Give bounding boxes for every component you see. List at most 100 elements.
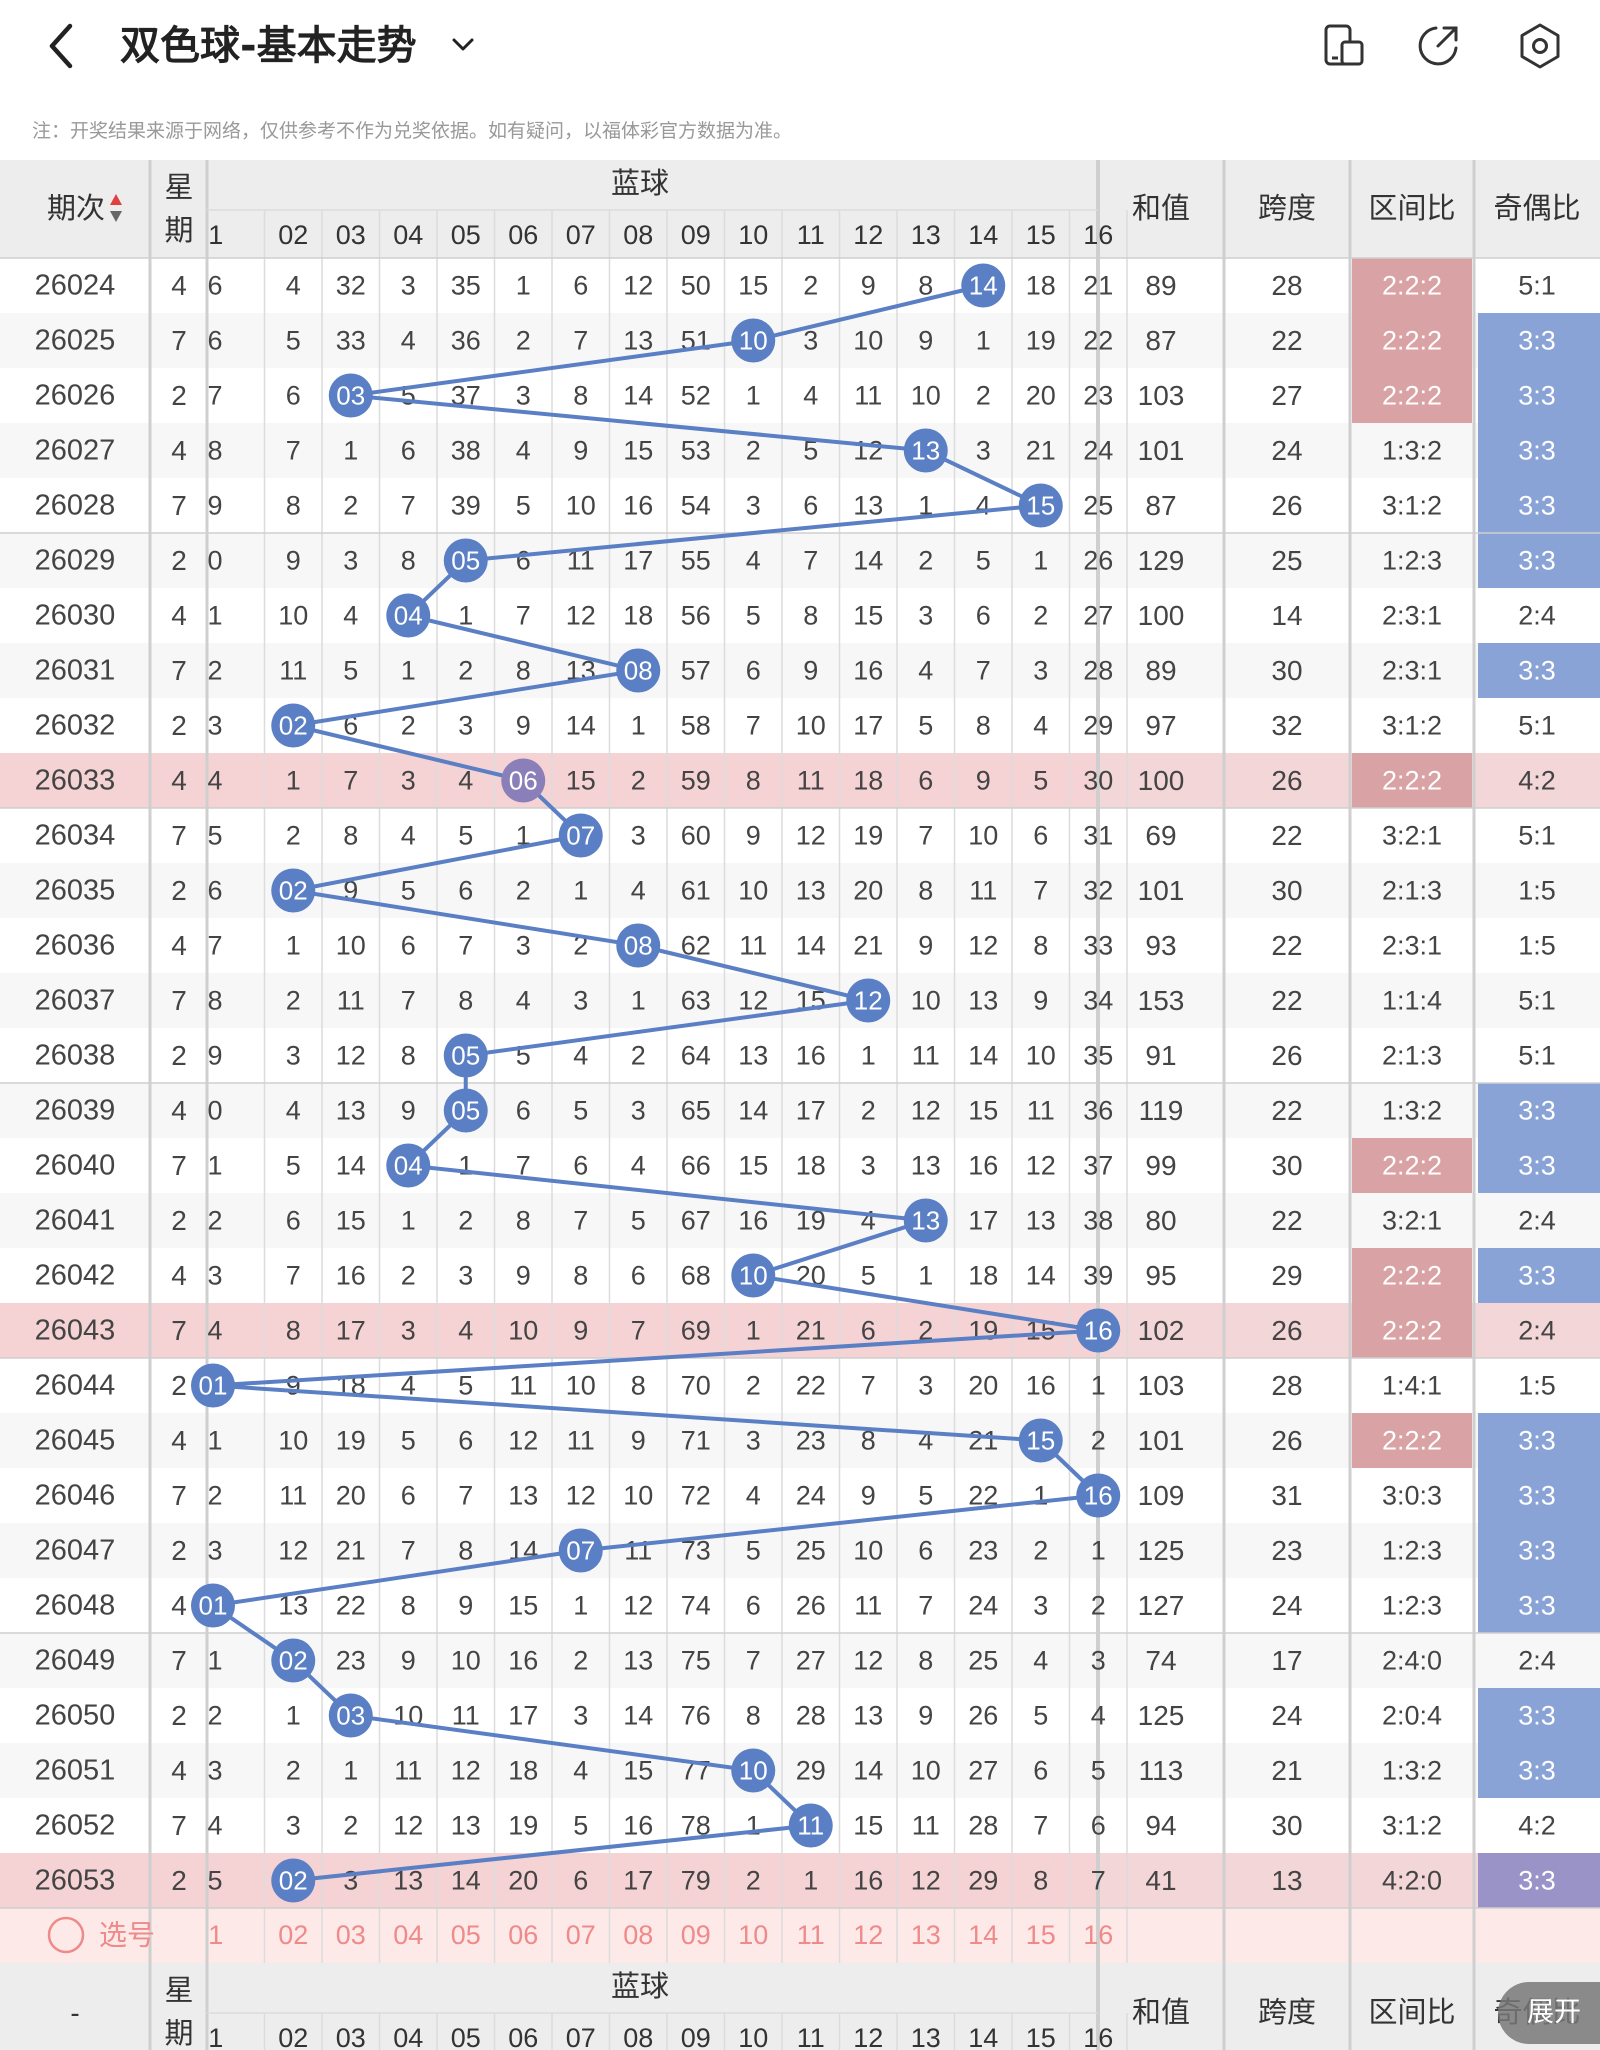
miss-count-cell: 1: [286, 766, 301, 796]
miss-count-cell: 8: [343, 821, 358, 851]
miss-count-cell: 7: [343, 766, 358, 796]
blue-ball-number: 08: [624, 931, 653, 961]
week-cell: 2: [171, 1370, 187, 1401]
miss-count-cell: 13: [451, 1811, 481, 1841]
span-cell: 26: [1271, 1315, 1302, 1346]
oe-cell: 3:3: [1518, 1866, 1556, 1896]
miss-count-cell: 1: [631, 986, 646, 1016]
miss-count-cell: 3: [401, 1316, 416, 1346]
miss-count-cell: 6: [573, 1151, 588, 1181]
miss-count-cell: 36: [451, 326, 481, 356]
blue-ball-number: 05: [451, 1041, 480, 1071]
blue-ball-number: 14: [969, 271, 998, 301]
miss-count-cell: 61: [681, 876, 711, 906]
miss-count-cell: 52: [681, 381, 711, 411]
select-number-row[interactable]: 选号 1 02 03 04 05 06 07 08 09 10 11 12 13 14 15 16: [47, 1916, 1113, 1954]
miss-count-cell: 8: [631, 1371, 646, 1401]
chevron-down-icon[interactable]: [448, 30, 478, 60]
zone-cell: 1:2:3: [1382, 1591, 1442, 1621]
miss-count-cell: 5: [1091, 1756, 1106, 1786]
miss-count-cell: 13: [911, 1151, 941, 1181]
miss-count-cell: 9: [207, 1041, 222, 1071]
miss-count-cell: 8: [516, 656, 531, 686]
miss-count-cell: 17: [853, 711, 883, 741]
blue-number-header: 13: [911, 2023, 941, 2050]
blue-number-header: 1: [208, 2023, 223, 2050]
miss-count-cell: 6: [458, 1426, 473, 1456]
oe-highlight: [1478, 1853, 1600, 1908]
miss-count-cell: 9: [631, 1426, 646, 1456]
miss-count-cell: 12: [566, 1481, 596, 1511]
table-row: [0, 1688, 1600, 1743]
miss-count-cell: 1: [861, 1041, 876, 1071]
miss-count-cell: 70: [681, 1371, 711, 1401]
miss-count-cell: 13: [796, 876, 826, 906]
miss-count-cell: 11: [394, 1756, 422, 1786]
miss-count-cell: 7: [286, 1261, 301, 1291]
select-radio[interactable]: [47, 1916, 85, 1954]
miss-count-cell: 6: [207, 326, 222, 356]
miss-count-cell: 1: [516, 821, 531, 851]
miss-count-cell: 4: [631, 1151, 646, 1181]
table-row-content: 26046721120671312107242495221109313:0:33…: [35, 1480, 1556, 1512]
share-icon[interactable]: [1412, 20, 1464, 72]
miss-count-cell: 4: [401, 821, 416, 851]
miss-count-cell: 7: [516, 1151, 531, 1181]
miss-count-cell: 8: [207, 436, 222, 466]
blue-ball: 05: [443, 538, 488, 583]
miss-count-cell: 2: [1033, 1536, 1048, 1566]
miss-count-cell: 5: [573, 1811, 588, 1841]
miss-count-cell: 1: [401, 656, 416, 686]
issue-cell: 26030: [35, 600, 116, 632]
week-cell: 7: [171, 985, 187, 1016]
miss-count-cell: 27: [796, 1646, 826, 1676]
oe-highlight: [1478, 478, 1600, 533]
phone-layout-icon[interactable]: [1318, 20, 1370, 72]
miss-count-cell: 7: [516, 601, 531, 631]
week-cell: 2: [171, 875, 187, 906]
sum-cell: 91: [1145, 1040, 1176, 1071]
zone-highlight: [1352, 1303, 1472, 1358]
table-row: [0, 1743, 1600, 1798]
miss-count-cell: 3: [1033, 1591, 1048, 1621]
miss-count-cell: 23: [968, 1536, 998, 1566]
miss-count-cell: 21: [1083, 271, 1113, 301]
zone-cell: 2:2:2: [1382, 766, 1442, 796]
miss-count-cell: 10: [451, 1646, 481, 1676]
miss-count-cell: 1: [207, 1426, 222, 1456]
week-header: 星: [164, 172, 193, 204]
expand-button[interactable]: 展开: [1498, 1982, 1600, 2044]
oe-cell: 3:3: [1518, 1426, 1556, 1456]
miss-count-cell: 2: [1033, 601, 1048, 631]
miss-count-cell: 11: [797, 766, 825, 796]
miss-count-cell: 15: [336, 1206, 366, 1236]
issue-cell: 26042: [35, 1260, 116, 1292]
sum-cell: 125: [1138, 1700, 1185, 1731]
miss-count-cell: 5: [803, 436, 818, 466]
table-row-content: 26029209386111755471425126129251:2:33:3: [35, 545, 1556, 577]
miss-count-cell: 72: [681, 1481, 711, 1511]
sort-icon[interactable]: [110, 194, 122, 222]
miss-count-cell: 24: [968, 1591, 998, 1621]
oe-cell: 3:3: [1518, 436, 1556, 466]
highlight-row-bg: [0, 753, 1098, 808]
issue-cell: 26036: [35, 930, 116, 962]
miss-count-cell: 14: [1026, 1261, 1056, 1291]
miss-count-cell: 5: [343, 656, 358, 686]
sum-cell: 101: [1138, 435, 1185, 466]
miss-count-cell: 1: [746, 1811, 761, 1841]
span-cell: 24: [1271, 1700, 1302, 1731]
sum-cell: 93: [1145, 930, 1176, 961]
table-row-content: 260257653343627135131091192287222:2:23:3: [35, 325, 1556, 357]
issue-header: 期次: [47, 192, 105, 225]
table-row-content: 260437481734109769121621915102262:2:22:4: [35, 1315, 1556, 1347]
back-arrow-icon[interactable]: [40, 18, 84, 74]
settings-icon[interactable]: [1514, 20, 1566, 72]
miss-count-cell: 11: [279, 656, 307, 686]
oe-highlight: [1478, 1413, 1600, 1468]
miss-count-cell: 6: [401, 436, 416, 466]
highlight-row-bg: [0, 1853, 1098, 1908]
miss-count-cell: 7: [207, 931, 222, 961]
sum-cell: 102: [1138, 1315, 1185, 1346]
page-title[interactable]: 双色球-基本走势: [120, 23, 417, 69]
